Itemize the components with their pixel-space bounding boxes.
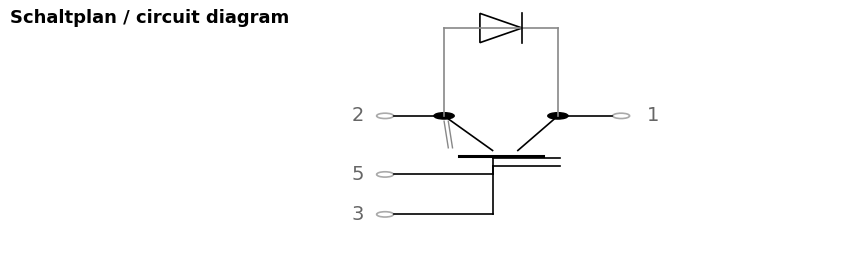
Text: 5: 5 xyxy=(351,165,364,184)
Text: 1: 1 xyxy=(646,106,659,125)
Text: Schaltplan / circuit diagram: Schaltplan / circuit diagram xyxy=(10,9,289,27)
Text: 3: 3 xyxy=(352,205,364,224)
Circle shape xyxy=(548,113,568,119)
Circle shape xyxy=(434,113,454,119)
Text: 2: 2 xyxy=(352,106,364,125)
